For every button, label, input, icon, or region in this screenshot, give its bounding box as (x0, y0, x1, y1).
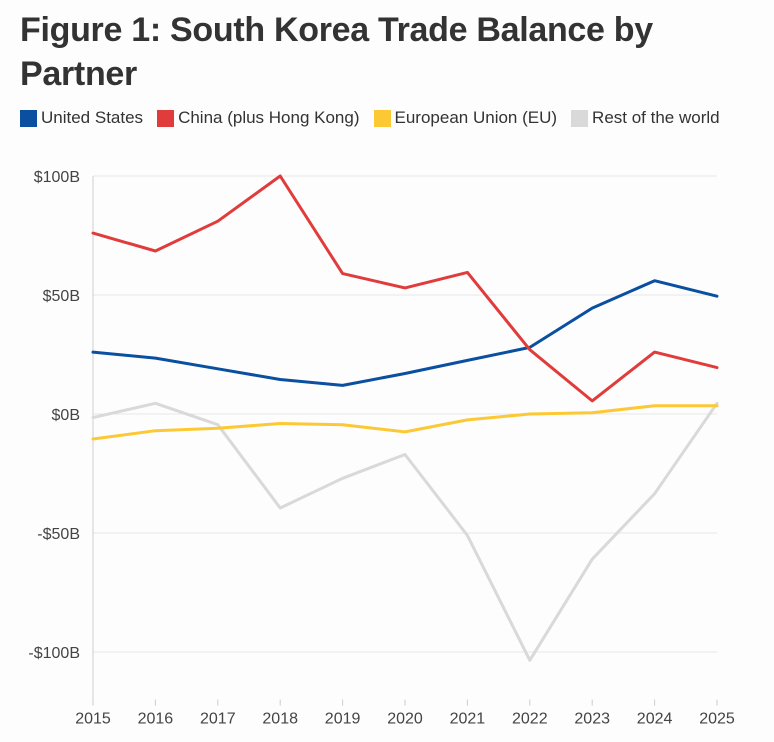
y-tick-label: $100B (34, 169, 80, 186)
legend-label-china: China (plus Hong Kong) (178, 108, 360, 127)
legend-item-united-states: United States (20, 108, 143, 128)
gridlines (92, 175, 717, 700)
x-tick-label: 2024 (637, 711, 673, 728)
legend-item-eu: European Union (EU) (373, 108, 558, 128)
y-tick-label: $50B (43, 288, 80, 305)
legend-item-china: China (plus Hong Kong) (157, 108, 360, 128)
legend-label-united-states: United States (41, 108, 144, 127)
y-tick-label: -$50B (37, 526, 80, 543)
series-line-european-union-eu (91, 404, 719, 441)
series-line-rest-of-the-world (91, 401, 719, 662)
legend-label-rest-of-world: Rest of the world (592, 108, 720, 127)
x-axis-ticks: 2015 2016 2017 2018 2019 2020 2021 2022 2023 2024… (75, 699, 735, 728)
legend-item-rest-of-world: Rest of the world (571, 108, 720, 128)
y-tick-label: $0B (52, 407, 80, 424)
chart-title: Figure 1: South Korea Trade Balance by P… (20, 11, 653, 93)
x-tick-label: 2025 (699, 711, 735, 728)
legend-swatch-china (157, 109, 175, 127)
x-tick-label: 2022 (512, 711, 548, 728)
series-lines (91, 174, 719, 662)
x-tick-label: 2018 (262, 711, 298, 728)
legend-label-eu: European Union (EU) (394, 108, 558, 127)
y-axis-ticks: $100B $50B $0B -$50B -$100B (28, 169, 80, 662)
x-tick-label: 2017 (200, 711, 236, 728)
legend: United States China (plus Hong Kong) Eur… (20, 108, 760, 128)
legend-swatch-rest-of-world (571, 109, 589, 127)
series-line-united-states (91, 279, 719, 387)
legend-swatch-united-states (20, 109, 37, 127)
x-tick-label: 2020 (387, 711, 423, 728)
x-tick-label: 2021 (450, 711, 486, 728)
series-line-china-plus-hong-kong (91, 174, 719, 403)
legend-swatch-eu (373, 109, 391, 127)
x-tick-label: 2019 (325, 711, 361, 728)
x-tick-label: 2015 (75, 711, 111, 728)
x-tick-label: 2023 (574, 711, 610, 728)
x-tick-label: 2016 (138, 711, 174, 728)
y-tick-label: -$100B (28, 645, 80, 662)
